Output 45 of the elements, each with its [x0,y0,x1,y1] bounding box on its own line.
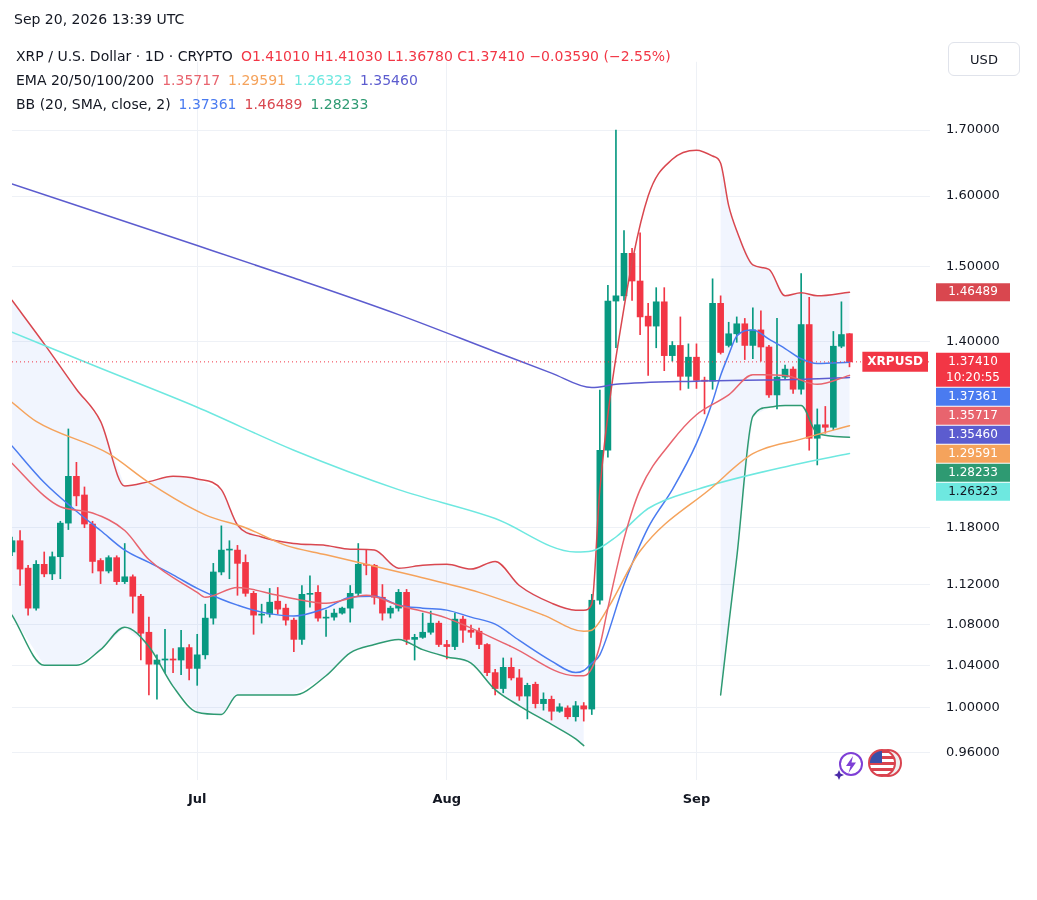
x-tick-label: Sep [682,791,711,807]
y-tick-label: 1.50000 [946,257,1000,273]
y-tick-label: 1.04000 [946,656,1000,672]
line-series [12,331,851,553]
annotation: 1.28233 [310,96,369,112]
candlestick [121,543,129,584]
text: 1.46489 [948,284,998,299]
y-tick-label: 1.40000 [946,332,1000,348]
candlestick [612,129,620,349]
candlestick [821,406,829,434]
y-tick-label: 1.60000 [946,187,1000,203]
y-tick-label: 1.00000 [946,699,1000,715]
x-tick-label: Jul [186,791,207,807]
annotation: O1.41010 H1.41030 L1.36780 C1.37410 −0.03590 (−2.55%) [240,48,671,64]
x-tick-label: Aug [432,791,462,807]
annotation: 1.37361 [178,96,237,112]
annotation: 1.35717 [162,72,221,88]
text: 1.35717 [948,407,998,422]
text: 10:20:55 [946,369,1000,384]
annotation: 1.29591 [228,72,286,88]
annotation: BB (20, SMA, close, 2) [16,96,171,112]
annotation: EMA 20/50/100/200 [16,72,155,88]
annotation: 1.46489 [244,96,303,112]
annotation: 1.35460 [359,72,418,88]
chart-title: XRP / U.S. Dollar · 1D · CRYPTO [16,48,233,64]
ref-line-label: XRPUSD [867,353,924,368]
annotation: 1.26323 [294,72,352,88]
line-series [12,183,851,389]
text: 1.37361 [948,388,998,403]
text: 1.29591 [948,445,998,460]
y-tick-label: 1.70000 [946,121,1000,137]
y-tick-label: 1.18000 [946,519,1000,535]
candlestick [306,575,314,608]
y-tick-label: 0.96000 [946,743,1000,759]
text: 1.28233 [948,464,998,479]
text: Sep 20, 2026 13:39 UTC [13,10,186,29]
y-tick-label: 1.12000 [946,575,1000,591]
text: 1.37410 [948,353,998,368]
text: 1.26323 [948,483,998,498]
y-axis-title: USD [948,42,1020,76]
text: 1.35460 [948,426,998,441]
y-tick-label: 1.08000 [946,615,1000,631]
candlestick [580,702,588,722]
line-series [12,401,851,632]
line-series [12,149,851,611]
